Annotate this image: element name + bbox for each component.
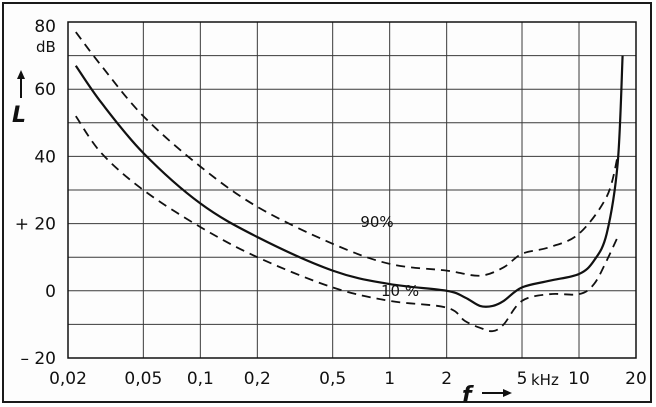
x-tick-label: 10: [568, 369, 590, 389]
annotations: 90% 10 %: [360, 213, 419, 300]
y-tick-labels: – 20 0 + 20 40 60 80: [15, 17, 56, 369]
x-axis-label: f: [462, 383, 474, 407]
x-tick-label: 0,5: [319, 369, 346, 389]
y-tick-label: – 20: [20, 349, 56, 369]
chart-frame: [2, 2, 652, 403]
y-unit-label: dB: [36, 38, 56, 56]
y-tick-label: 80: [34, 17, 56, 37]
series-line-90-percent: [75, 31, 619, 277]
y-tick-label: + 20: [15, 215, 56, 235]
x-tick-labels: 0,02 0,05 0,1 0,2 0,5 1 2 5 10 20: [49, 369, 647, 389]
series-layer: [74, 31, 624, 333]
y-tick-label: 0: [45, 282, 56, 302]
x-tick-label: 5: [517, 369, 528, 389]
grid: [67, 21, 637, 359]
y-tick-label: 40: [34, 147, 56, 167]
x-axis-arrow-icon: [482, 389, 512, 397]
x-tick-label: 0,1: [187, 369, 214, 389]
x-tick-label: 20: [625, 369, 647, 389]
x-unit-label: kHz: [531, 371, 559, 389]
series-line-median: [74, 55, 624, 308]
x-tick-label: 0,2: [244, 369, 271, 389]
series-line-10-percent: [75, 115, 619, 333]
annotation-label: 90%: [360, 213, 393, 231]
y-axis-arrow-icon: [17, 70, 25, 98]
annotation-label: 10 %: [381, 282, 419, 300]
x-tick-label: 1: [384, 369, 395, 389]
axis-arrows: [17, 70, 512, 397]
x-tick-label: 2: [441, 369, 452, 389]
x-tick-label: 0,05: [124, 369, 162, 389]
plot-border: [67, 21, 637, 359]
y-axis-label: L: [12, 103, 26, 128]
plot-area-border: [67, 21, 637, 359]
y-tick-label: 60: [34, 80, 56, 100]
axis-labels: dB L f kHz: [12, 38, 559, 407]
x-tick-label: 0,02: [49, 369, 87, 389]
